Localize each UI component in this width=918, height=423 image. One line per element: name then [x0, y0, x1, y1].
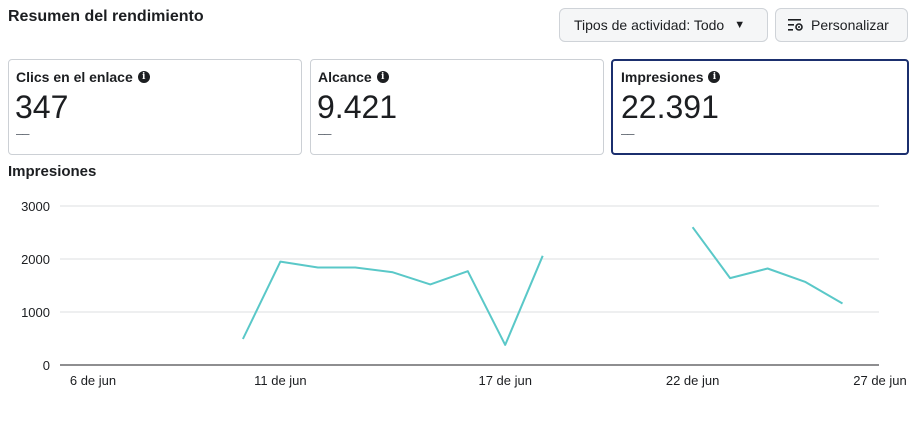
caret-down-icon: ▼ [734, 19, 746, 31]
metric-value: 9.421 [317, 89, 398, 125]
series-line [691, 226, 844, 305]
info-icon[interactable]: i [708, 71, 721, 83]
info-icon[interactable]: i [376, 71, 389, 83]
metric-value: 347 [15, 89, 69, 125]
metric-card-reach[interactable]: Alcance i 9.421 –– [310, 59, 604, 155]
x-tick-label: 6 de jun [70, 373, 116, 388]
y-tick-label: 1000 [21, 305, 50, 320]
impressions-line-chart: 0 1000 2000 3000 6 de jun 11 de jun 17 de jun 2… [21, 199, 907, 388]
metric-delta: –– [621, 126, 635, 141]
x-tick-label: 22 de jun [666, 373, 720, 388]
metric-delta: –– [16, 126, 30, 141]
chart-title: Impresiones [8, 163, 97, 180]
series-line [242, 255, 544, 346]
metric-value: 22.391 [621, 89, 719, 125]
metric-delta: –– [318, 126, 332, 141]
customize-icon [788, 19, 803, 31]
metric-label: Clics en el enlace [16, 69, 133, 85]
metric-card-impressions[interactable]: Impresiones i 22.391 –– [611, 59, 909, 155]
customize-button[interactable]: Personalizar [775, 8, 908, 42]
x-tick-label: 27 de jun [853, 373, 907, 388]
metric-label: Impresiones [621, 69, 704, 85]
y-tick-label: 2000 [21, 252, 50, 267]
activity-type-label: Tipos de actividad: Todo [574, 17, 725, 33]
page-title: Resumen del rendimiento [8, 8, 204, 25]
activity-type-dropdown[interactable]: Tipos de actividad: Todo ▼ [559, 8, 768, 42]
y-tick-label: 0 [43, 358, 50, 373]
x-tick-label: 11 de jun [254, 373, 307, 388]
customize-label: Personalizar [811, 17, 889, 33]
y-tick-label: 3000 [21, 199, 50, 214]
metric-card-link-clicks[interactable]: Clics en el enlace i 347 –– [8, 59, 302, 155]
metric-label: Alcance [318, 69, 372, 85]
x-tick-label: 17 de jun [478, 373, 532, 388]
info-icon[interactable]: i [137, 71, 150, 83]
